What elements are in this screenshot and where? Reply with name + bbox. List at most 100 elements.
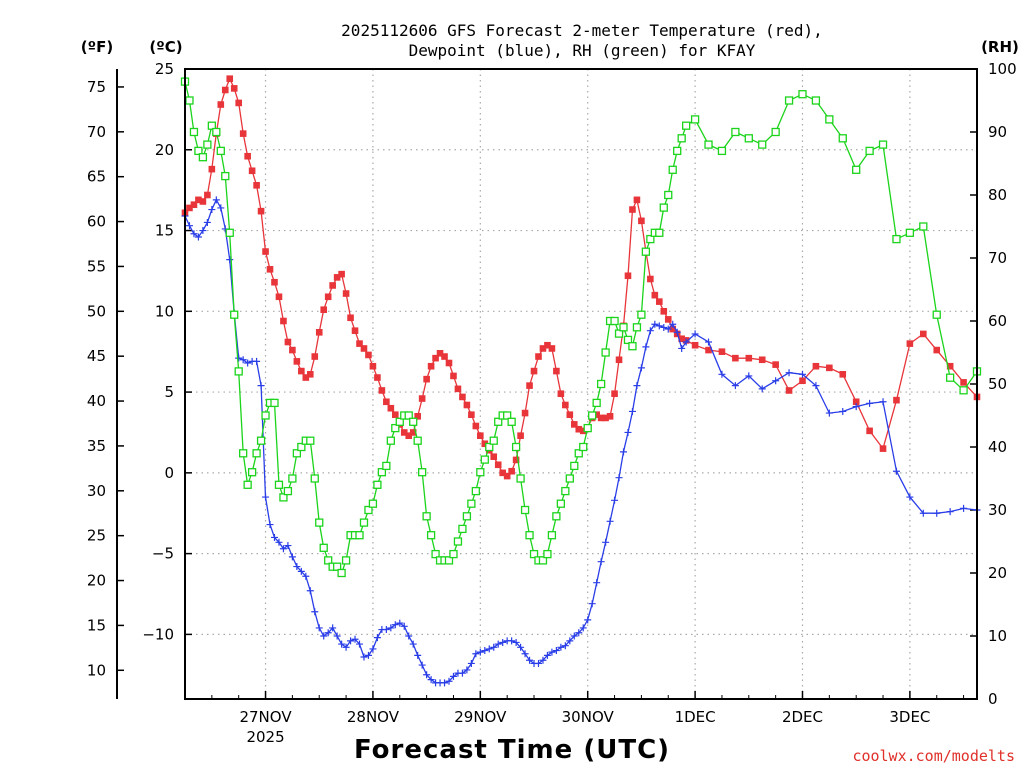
celsius-tick-label: −5 [152,545,174,563]
data-point-marker [905,228,915,237]
data-point-marker [664,325,672,333]
data-point-marker [512,456,520,464]
data-point-marker [705,346,712,354]
series-dewpoint [181,196,981,687]
data-point-marker [534,659,542,667]
data-point-marker [691,330,699,338]
data-point-marker [620,448,628,456]
time-tick-label: 3DEC [889,708,930,726]
data-point-marker [758,140,767,149]
data-point-marker [588,600,596,608]
data-point-marker [449,549,458,559]
data-point-marker [364,651,372,659]
time-tick-label: 30NOV [562,708,615,726]
data-point-marker [293,358,301,365]
data-point-marker [785,387,793,394]
data-point-marker [319,543,328,552]
data-point-marker [320,306,328,313]
rh-tick-label: 80 [988,186,1007,204]
data-point-marker [315,624,323,632]
data-point-marker [562,401,569,409]
data-point-marker [395,417,404,426]
data-point-marker [257,207,265,215]
data-point-marker [293,563,301,571]
data-point-marker [485,442,494,452]
data-point-marker [866,427,873,435]
chart-title-line-2: Dewpoint (blue), RH (green) for KFAY [409,41,756,60]
data-point-marker [718,370,726,378]
time-tick-label: 28NOV [347,708,400,726]
data-point-marker [244,152,251,160]
data-point-marker [378,387,386,394]
data-point-marker [199,227,207,235]
data-point-marker [472,422,480,430]
data-point-marker [289,346,296,354]
fahrenheit-tick-label: 75 [87,78,106,96]
series-line [184,77,978,477]
time-axis: 27NOV 28NOV 29NOV 30NOV 1DEC 2DEC 3DEC 2025 [211,691,965,746]
fahrenheit-tick-label: 70 [87,123,106,141]
data-point-marker [946,373,955,382]
data-point-marker [458,524,467,534]
data-point-marker [329,282,336,289]
data-point-marker [624,428,632,436]
data-point-marker [324,556,333,565]
celsius-tick-label: 5 [164,383,174,401]
data-point-marker [396,619,404,627]
data-point-marker [629,206,636,213]
data-point-marker [444,556,454,565]
data-point-marker [383,398,390,406]
data-point-marker [369,362,377,370]
data-point-marker [615,474,623,482]
data-point-marker [311,608,319,616]
data-point-marker [351,327,359,334]
data-point-marker [588,411,597,420]
time-tick-label: 27NOV [239,708,292,726]
data-point-marker [351,635,359,643]
data-point-marker [234,367,243,376]
data-point-marker [324,293,332,301]
data-point-marker [772,361,779,368]
data-point-marker [825,409,833,417]
data-point-marker [561,642,569,650]
data-point-marker [302,374,310,381]
fahrenheit-tick-label: 20 [87,572,106,590]
data-point-marker [570,632,578,640]
data-point-marker [247,468,257,477]
data-point-marker [190,230,198,238]
celsius-tick-label: 0 [164,464,174,482]
data-point-marker [610,316,619,326]
data-point-marker [731,127,740,137]
series-layer [180,75,982,687]
data-point-marker [203,218,211,226]
data-point-marker [279,493,288,502]
data-point-marker [838,134,847,143]
data-point-marker [374,374,381,381]
data-point-marker [445,677,453,685]
data-point-marker [275,293,283,301]
celsius-axis: 25 20 15 10 5 0 −5 −10 [142,60,192,643]
data-point-marker [382,626,390,634]
data-point-marker [839,407,847,415]
data-point-marker [427,676,435,684]
data-point-marker [256,436,266,445]
data-point-marker [365,351,372,359]
data-point-marker [253,182,260,189]
data-point-marker [866,399,874,407]
chart-title-line-1: 2025112606 GFS Forecast 2-meter Temperat… [341,21,823,40]
data-point-marker [476,648,484,656]
data-point-marker [508,467,515,475]
series-2-meter-temperature [181,75,981,480]
data-point-marker [185,96,194,105]
data-point-marker [453,537,463,546]
data-point-marker [682,121,691,130]
data-point-marker [557,390,565,397]
data-point-marker [189,127,199,137]
data-point-marker [418,661,426,669]
data-point-marker [906,493,914,501]
data-point-marker [422,512,431,521]
data-point-marker [919,509,927,517]
data-point-marker [690,115,700,124]
data-point-marker [462,512,472,521]
data-point-marker [521,650,529,658]
